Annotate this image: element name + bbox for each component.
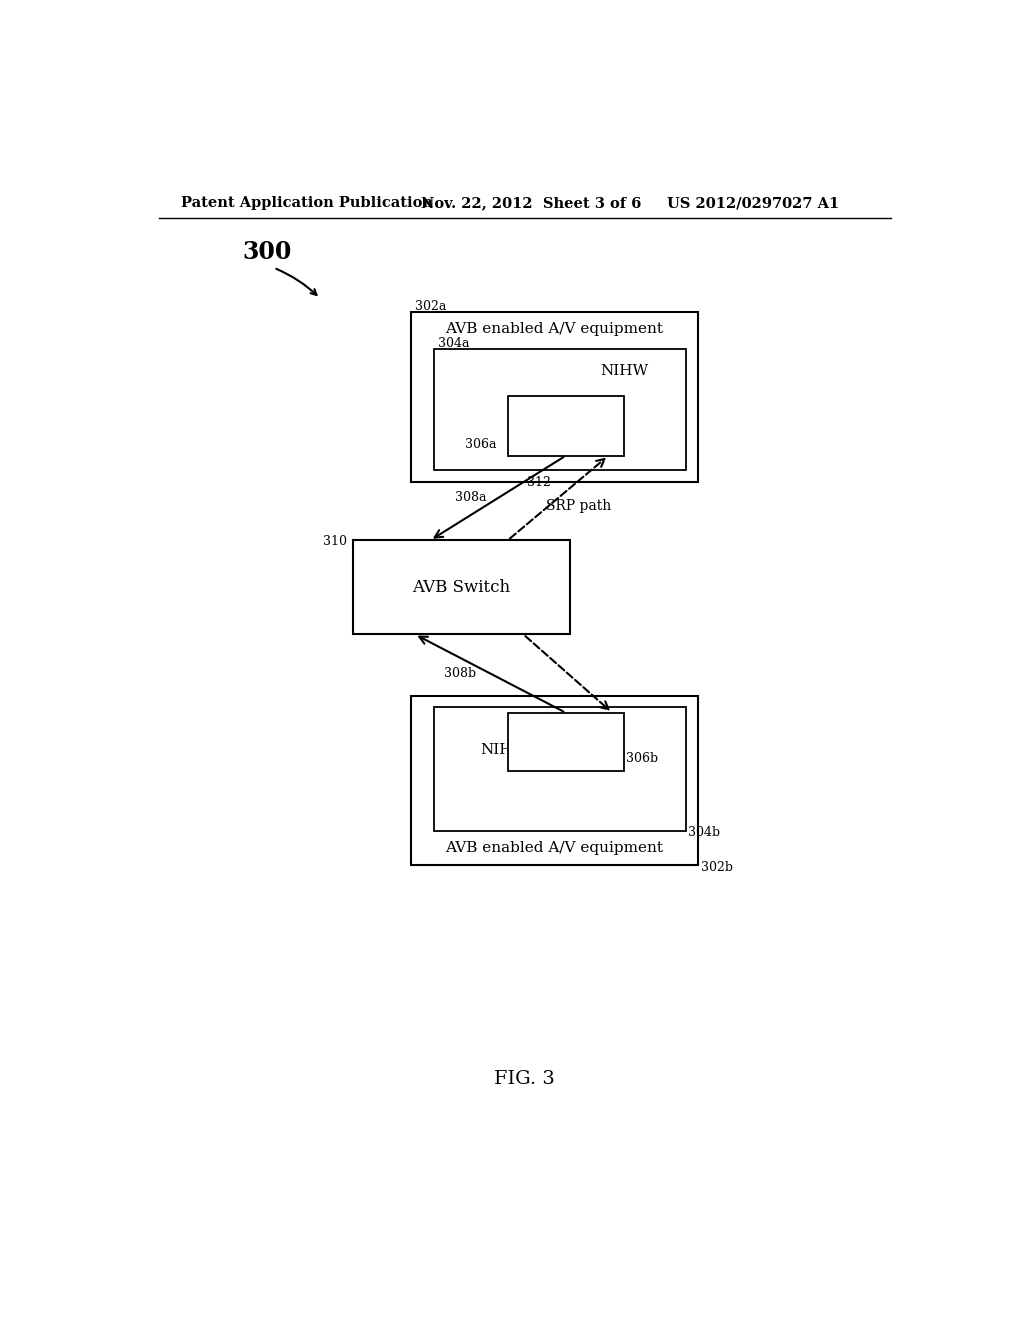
Text: NIHW: NIHW <box>600 364 648 378</box>
Text: 308b: 308b <box>443 667 476 680</box>
Text: Port 1: Port 1 <box>543 735 590 748</box>
Text: AVB enabled A/V equipment: AVB enabled A/V equipment <box>445 841 664 855</box>
Text: 306a: 306a <box>465 437 497 450</box>
Text: FIG. 3: FIG. 3 <box>495 1069 555 1088</box>
Bar <box>352 540 569 635</box>
Text: Port 1: Port 1 <box>543 418 590 433</box>
Text: NIHW: NIHW <box>480 743 528 756</box>
Text: US 2012/0297027 A1: US 2012/0297027 A1 <box>667 197 839 210</box>
Bar <box>434 708 686 830</box>
Text: AVB enabled A/V equipment: AVB enabled A/V equipment <box>445 322 664 337</box>
Text: 300: 300 <box>243 240 292 264</box>
Text: 310: 310 <box>324 536 347 548</box>
Bar <box>508 396 624 455</box>
Text: AVB Switch: AVB Switch <box>413 578 510 595</box>
Text: 308a: 308a <box>456 491 487 504</box>
Bar <box>411 313 697 482</box>
Bar <box>508 713 624 771</box>
Text: 302b: 302b <box>701 861 733 874</box>
Text: 304b: 304b <box>688 825 721 838</box>
Text: 302a: 302a <box>415 300 446 313</box>
Text: Nov. 22, 2012  Sheet 3 of 6: Nov. 22, 2012 Sheet 3 of 6 <box>421 197 641 210</box>
Bar <box>434 350 686 470</box>
Text: SRP path: SRP path <box>547 499 611 512</box>
Text: Patent Application Publication: Patent Application Publication <box>180 197 433 210</box>
Text: 304a: 304a <box>438 337 469 350</box>
Text: 312: 312 <box>527 477 551 490</box>
Bar <box>411 696 697 866</box>
Text: 306b: 306b <box>627 752 658 766</box>
